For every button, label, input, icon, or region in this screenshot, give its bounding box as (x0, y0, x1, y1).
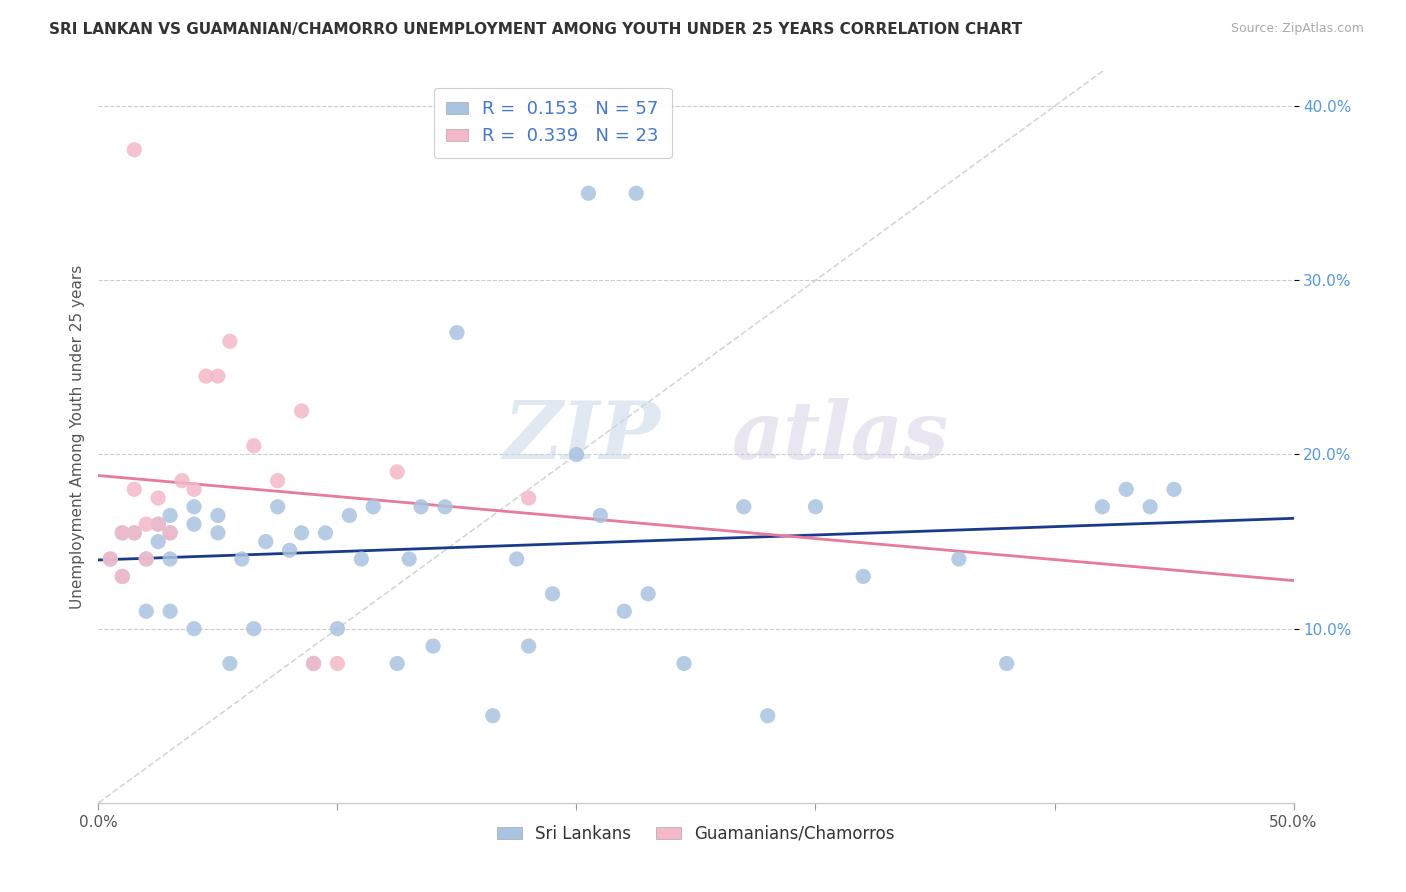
Point (111, 525, 134, 540)
Point (124, 525, 146, 540)
Point (111, 569, 134, 583)
Point (411, 500, 433, 514)
Point (111, 569, 134, 583)
Point (148, 517, 170, 532)
Point (159, 525, 181, 540)
Point (326, 657, 349, 671)
Point (195, 369, 218, 384)
Point (326, 622, 349, 636)
Point (254, 534, 277, 549)
Point (124, 143, 146, 157)
Point (733, 500, 755, 514)
Point (315, 525, 337, 540)
Point (363, 500, 385, 514)
Point (159, 604, 181, 618)
Point (135, 552, 157, 566)
Legend: Sri Lankans, Guamanians/Chamorros: Sri Lankans, Guamanians/Chamorros (491, 818, 901, 849)
Point (124, 483, 146, 497)
Point (98, 552, 122, 566)
Point (339, 508, 361, 523)
Point (422, 639, 444, 653)
Point (1091, 500, 1114, 514)
Point (183, 500, 205, 514)
Point (159, 508, 181, 523)
Point (446, 326, 468, 340)
Point (183, 622, 205, 636)
Point (111, 525, 134, 540)
Point (278, 543, 301, 558)
Point (148, 534, 170, 549)
Point (124, 525, 146, 540)
Point (565, 448, 588, 462)
Point (506, 552, 529, 566)
Point (852, 569, 875, 583)
Point (291, 404, 314, 418)
Point (1163, 483, 1185, 497)
Point (231, 552, 253, 566)
Point (1115, 483, 1137, 497)
Point (804, 500, 827, 514)
Point (995, 657, 1018, 671)
Point (135, 517, 157, 532)
Point (183, 517, 205, 532)
Point (385, 657, 409, 671)
Point (398, 552, 420, 566)
Point (291, 525, 314, 540)
Point (207, 369, 229, 384)
Point (385, 465, 409, 479)
Point (267, 474, 290, 488)
Point (98, 552, 122, 566)
Point (637, 587, 659, 601)
Point (135, 604, 157, 618)
Point (243, 439, 266, 453)
Point (350, 552, 373, 566)
Point (589, 508, 612, 523)
Y-axis label: Unemployment Among Youth under 25 years: Unemployment Among Youth under 25 years (69, 265, 84, 609)
Point (434, 500, 457, 514)
Point (183, 483, 205, 497)
Text: ZIP: ZIP (503, 399, 661, 475)
Point (159, 525, 181, 540)
Point (207, 508, 229, 523)
Point (517, 639, 540, 653)
Point (207, 525, 229, 540)
Point (613, 604, 636, 618)
Point (517, 491, 540, 505)
Point (243, 622, 266, 636)
Point (948, 552, 970, 566)
Point (267, 500, 290, 514)
Point (135, 552, 157, 566)
Text: SRI LANKAN VS GUAMANIAN/CHAMORRO UNEMPLOYMENT AMONG YOUTH UNDER 25 YEARS CORRELA: SRI LANKAN VS GUAMANIAN/CHAMORRO UNEMPLO… (49, 22, 1022, 37)
Point (541, 587, 564, 601)
Point (673, 657, 696, 671)
Point (172, 474, 194, 488)
Point (219, 334, 242, 349)
Point (148, 491, 170, 505)
Text: atlas: atlas (733, 399, 949, 475)
Point (159, 552, 181, 566)
Point (756, 708, 779, 723)
Point (626, 186, 648, 201)
Text: Source: ZipAtlas.com: Source: ZipAtlas.com (1230, 22, 1364, 36)
Point (1139, 500, 1161, 514)
Point (148, 517, 170, 532)
Point (302, 657, 325, 671)
Point (481, 708, 505, 723)
Point (302, 657, 325, 671)
Point (578, 186, 600, 201)
Point (219, 657, 242, 671)
